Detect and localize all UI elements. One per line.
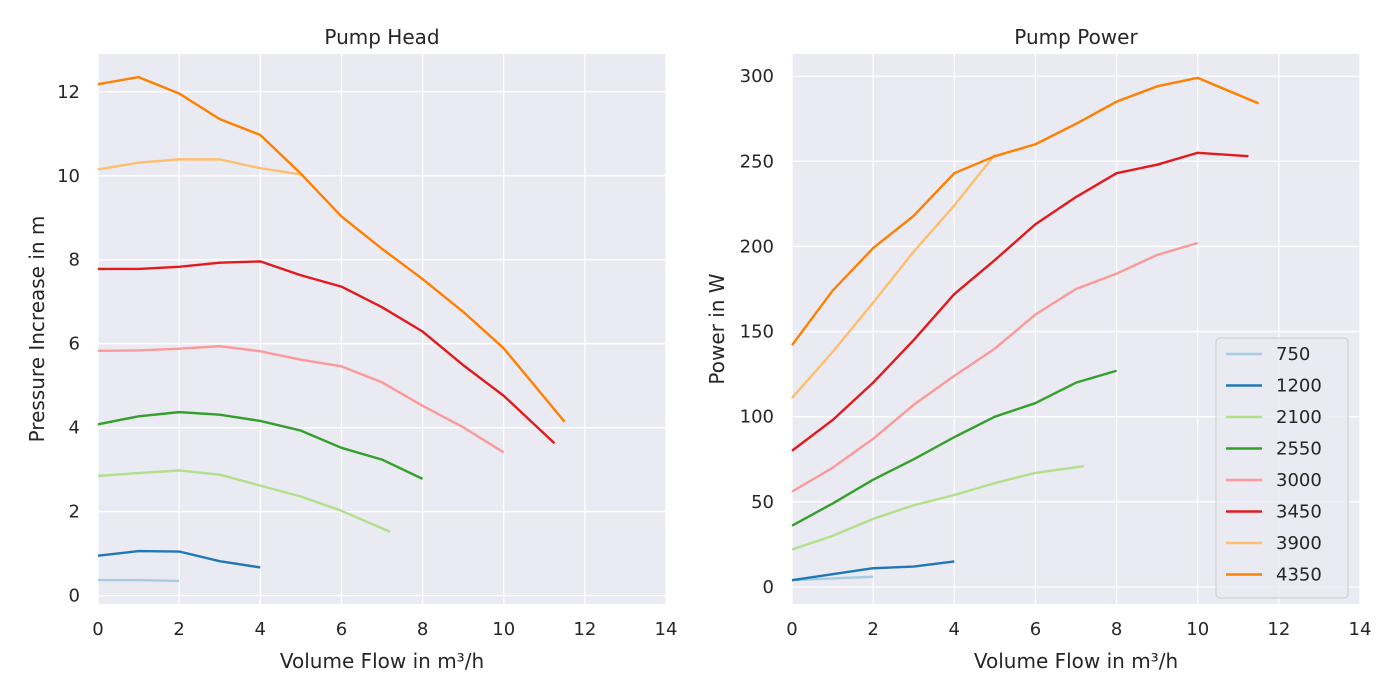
x-tick-label: 4 bbox=[949, 619, 960, 640]
x-tick-label: 10 bbox=[1186, 619, 1209, 640]
series-line-4350 bbox=[97, 75, 566, 423]
legend: 750 1200 2100 2550 3000 3450 3900 4350 bbox=[1215, 337, 1349, 599]
x-tick-label: 0 bbox=[786, 619, 797, 640]
series-line-750 bbox=[791, 575, 874, 582]
series-line-3000 bbox=[97, 345, 505, 454]
series-line-2550 bbox=[97, 410, 424, 480]
y-tick-label: 200 bbox=[740, 236, 774, 257]
y-tick-label: 100 bbox=[740, 407, 774, 428]
y-tick-label: 250 bbox=[740, 151, 774, 172]
series-line-4350 bbox=[791, 76, 1260, 346]
chart-panel-1: 0 2 4 6 8 10 12 14 0 50 100 150 200 250 300 Pump Power V… bbox=[705, 25, 1371, 673]
chart-panel-0: 0 2 4 6 8 10 12 14 0 2 4 6 8 10 12 Pump Head Volume Flow… bbox=[25, 25, 677, 673]
x-tick-label: 10 bbox=[492, 619, 515, 640]
x-axis-label: Volume Flow in m³/h bbox=[280, 649, 484, 673]
y-tick-label: 2 bbox=[69, 502, 80, 523]
x-tick-label: 12 bbox=[1267, 619, 1290, 640]
y-tick-label: 150 bbox=[740, 322, 774, 343]
legend-label: 2100 bbox=[1276, 407, 1322, 428]
series-line-3900 bbox=[97, 158, 302, 176]
legend-box bbox=[1215, 337, 1349, 599]
series-line-750 bbox=[98, 578, 180, 583]
x-tick-label: 4 bbox=[255, 619, 266, 640]
series-line-2550 bbox=[791, 369, 1117, 527]
legend-label: 4350 bbox=[1276, 565, 1322, 586]
legend-label: 750 bbox=[1276, 344, 1310, 365]
series-line-3900 bbox=[791, 153, 996, 399]
x-tick-label: 8 bbox=[417, 619, 428, 640]
x-axis-label: Volume Flow in m³/h bbox=[974, 649, 1178, 673]
series-line-3450 bbox=[791, 151, 1249, 452]
y-axis-label: Pressure Increase in m bbox=[25, 216, 49, 443]
x-tick-label: 8 bbox=[1111, 619, 1122, 640]
y-tick-label: 8 bbox=[69, 250, 80, 271]
y-tick-label: 50 bbox=[751, 492, 774, 513]
series-line-2100 bbox=[791, 464, 1085, 551]
plot-area bbox=[98, 54, 666, 604]
legend-label: 2550 bbox=[1276, 439, 1322, 460]
x-tick-label: 2 bbox=[173, 619, 184, 640]
y-tick-label: 0 bbox=[763, 577, 774, 598]
series-line-2100 bbox=[97, 469, 391, 533]
chart-title: Pump Head bbox=[324, 25, 439, 49]
x-tick-label: 6 bbox=[1030, 619, 1041, 640]
x-tick-label: 14 bbox=[1349, 619, 1372, 640]
x-tick-label: 6 bbox=[336, 619, 347, 640]
legend-label: 3000 bbox=[1276, 470, 1322, 491]
y-axis-label: Power in W bbox=[705, 273, 729, 384]
x-tick-label: 0 bbox=[92, 619, 103, 640]
y-tick-label: 4 bbox=[69, 418, 80, 439]
y-tick-label: 0 bbox=[69, 586, 80, 607]
y-tick-label: 10 bbox=[57, 166, 80, 187]
y-tick-label: 300 bbox=[740, 66, 774, 87]
legend-label: 3900 bbox=[1276, 533, 1322, 554]
series-line-3000 bbox=[791, 241, 1199, 493]
x-tick-label: 14 bbox=[655, 619, 678, 640]
x-tick-label: 2 bbox=[867, 619, 878, 640]
x-tick-label: 12 bbox=[573, 619, 596, 640]
legend-label: 1200 bbox=[1276, 376, 1322, 397]
y-tick-label: 6 bbox=[69, 334, 80, 355]
series-line-1200 bbox=[97, 549, 261, 569]
y-tick-label: 12 bbox=[57, 82, 80, 103]
series-line-1200 bbox=[791, 560, 955, 582]
series-line-3450 bbox=[98, 260, 556, 445]
chart-title: Pump Power bbox=[1014, 25, 1138, 49]
legend-label: 3450 bbox=[1276, 502, 1322, 523]
